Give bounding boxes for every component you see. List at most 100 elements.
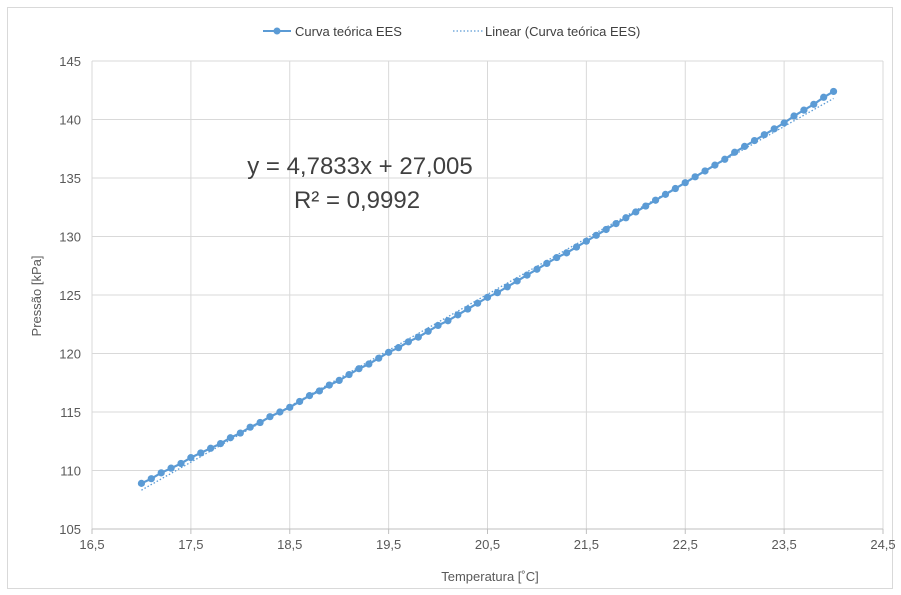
data-point bbox=[394, 344, 403, 352]
y-tick-label: 135 bbox=[59, 171, 81, 186]
x-tick-label: 20,5 bbox=[475, 537, 500, 552]
data-point bbox=[325, 381, 333, 389]
y-tick-label: 115 bbox=[60, 405, 81, 420]
data-point bbox=[622, 214, 630, 222]
data-point bbox=[671, 184, 679, 193]
x-tick-label: 24,5 bbox=[870, 537, 895, 552]
data-point bbox=[770, 125, 778, 133]
data-point bbox=[750, 136, 759, 145]
data-point bbox=[197, 449, 205, 457]
y-tick-label: 145 bbox=[59, 54, 81, 69]
data-point bbox=[404, 338, 412, 346]
data-point bbox=[780, 119, 788, 127]
chart-area bbox=[7, 7, 893, 589]
y-tick-label: 125 bbox=[59, 288, 81, 303]
data-point bbox=[602, 225, 610, 234]
x-tick-label: 23,5 bbox=[771, 537, 796, 552]
data-point bbox=[474, 299, 482, 307]
y-tick-label: 105 bbox=[59, 522, 81, 537]
data-point bbox=[642, 202, 650, 210]
data-point bbox=[305, 392, 314, 400]
legend-series-label: Curva teórica EES bbox=[295, 24, 402, 39]
data-point bbox=[810, 100, 818, 108]
data-point bbox=[582, 237, 590, 245]
y-axis-title: Pressão [kPa] bbox=[29, 256, 44, 337]
legend: Curva teórica EES Linear (Curva teórica … bbox=[263, 24, 640, 39]
data-point bbox=[414, 333, 422, 341]
data-point bbox=[563, 249, 571, 257]
data-point bbox=[147, 475, 155, 483]
data-point bbox=[612, 220, 620, 228]
data-point bbox=[820, 93, 828, 101]
data-point bbox=[345, 370, 353, 379]
data-point bbox=[246, 423, 254, 431]
data-point bbox=[187, 454, 195, 462]
data-point bbox=[296, 397, 304, 406]
data-point bbox=[315, 387, 324, 395]
data-point bbox=[691, 173, 699, 181]
data-point bbox=[335, 376, 343, 385]
y-tick-label: 130 bbox=[59, 230, 81, 245]
x-tick-label: 18,5 bbox=[277, 537, 302, 552]
data-point bbox=[553, 253, 561, 262]
data-point bbox=[711, 161, 719, 169]
x-tick-label: 22,5 bbox=[673, 537, 698, 552]
data-point bbox=[701, 167, 709, 175]
data-point bbox=[207, 444, 215, 452]
r-squared-label: R² = 0,9992 bbox=[294, 187, 420, 214]
data-point bbox=[681, 179, 689, 187]
data-point bbox=[760, 131, 768, 139]
data-point bbox=[829, 87, 838, 96]
data-point bbox=[731, 148, 739, 156]
legend-trend-label: Linear (Curva teórica EES) bbox=[485, 24, 640, 39]
data-point bbox=[661, 190, 670, 198]
data-point bbox=[385, 348, 393, 356]
data-point bbox=[800, 106, 808, 114]
data-point bbox=[365, 360, 373, 368]
data-point bbox=[533, 265, 541, 273]
data-point bbox=[177, 459, 185, 468]
data-point bbox=[375, 354, 383, 362]
data-point bbox=[157, 469, 165, 477]
data-point bbox=[740, 142, 749, 151]
data-point bbox=[464, 305, 472, 313]
data-point bbox=[572, 243, 581, 251]
data-point bbox=[286, 403, 294, 411]
data-point bbox=[543, 259, 551, 268]
y-tick-label: 140 bbox=[59, 113, 81, 128]
data-point bbox=[651, 196, 660, 204]
data-point bbox=[216, 439, 225, 448]
data-point bbox=[355, 365, 363, 373]
data-point bbox=[503, 283, 511, 291]
data-point bbox=[523, 271, 531, 279]
data-point bbox=[454, 311, 462, 319]
data-point bbox=[721, 155, 729, 163]
x-tick-label: 21,5 bbox=[574, 537, 599, 552]
data-point bbox=[137, 479, 146, 487]
axes: 16,5 17,5 18,5 19,5 20,5 21,5 22,5 23,5 24,5 105 1… bbox=[59, 54, 895, 552]
trendline-equation: y = 4,7833x + 27,005 bbox=[247, 153, 473, 180]
data-point bbox=[483, 293, 492, 301]
data-point bbox=[444, 317, 452, 325]
data-point bbox=[632, 208, 640, 216]
y-tick-label: 120 bbox=[59, 347, 81, 362]
data-point bbox=[592, 231, 600, 239]
data-point bbox=[236, 429, 244, 437]
data-point bbox=[276, 408, 284, 416]
data-point bbox=[513, 277, 521, 285]
data-point bbox=[493, 289, 501, 297]
data-point bbox=[790, 112, 798, 120]
data-point bbox=[167, 464, 175, 472]
y-tick-label: 110 bbox=[60, 464, 81, 479]
series-group bbox=[137, 87, 838, 487]
x-tick-label: 17,5 bbox=[178, 537, 203, 552]
data-point bbox=[256, 418, 264, 427]
x-axis-title: Temperatura [˚C] bbox=[441, 569, 539, 584]
x-tick-label: 16,5 bbox=[79, 537, 104, 552]
data-point bbox=[266, 413, 274, 421]
x-tick-label: 19,5 bbox=[376, 537, 401, 552]
data-point bbox=[434, 321, 442, 330]
data-point bbox=[424, 327, 432, 335]
data-point bbox=[226, 434, 235, 442]
